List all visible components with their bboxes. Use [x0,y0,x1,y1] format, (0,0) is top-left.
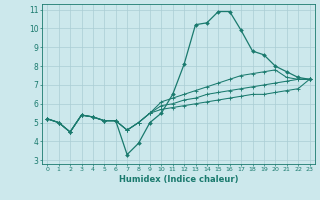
X-axis label: Humidex (Indice chaleur): Humidex (Indice chaleur) [119,175,238,184]
